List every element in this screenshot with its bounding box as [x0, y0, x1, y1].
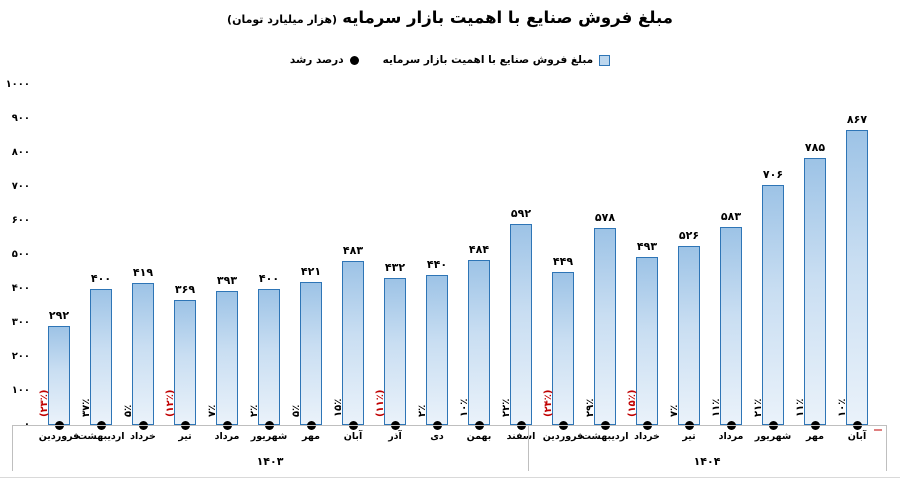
y-tick-label: ۵۰۰	[11, 249, 30, 260]
month-label: تیر	[178, 431, 192, 442]
group-separator-right	[886, 425, 887, 471]
growth-percent-label: ۱۱٪	[795, 398, 806, 417]
group-separator-left	[12, 425, 13, 471]
legend-sales-label: مبلغ فروش صنایع با اهمیت بازار سرمایه	[382, 54, 594, 66]
bar-value-label: ۵۹۲	[510, 207, 532, 220]
bar-value-label: ۴۰۰	[258, 272, 280, 285]
legend-growth-label: درصد رشد	[289, 54, 344, 66]
growth-percent-label: ۷٪	[207, 404, 218, 417]
chart-title-text: مبلغ فروش صنایع با اهمیت بازار سرمایه	[342, 8, 673, 27]
bar-value-label: ۴۲۱	[300, 265, 322, 278]
month-label: اردیبهشت	[581, 431, 629, 442]
month-label: آبان	[343, 431, 363, 442]
growth-percent-label: ۱۰٪	[459, 398, 470, 417]
growth-percent-label: ۷٪	[669, 404, 680, 417]
legend-item-growth: درصد رشد	[290, 54, 359, 66]
chart-bottom-border	[0, 477, 900, 478]
growth-percent-label: (۱۱٪)	[375, 389, 386, 417]
y-tick-label: ۸۰۰	[11, 147, 30, 158]
month-label: اردیبهشت	[77, 431, 125, 442]
bar-value-label: ۸۶۷	[846, 113, 868, 126]
growth-percent-label: ۲۱٪	[753, 398, 764, 417]
bar-value-label: ۳۹۳	[216, 274, 238, 287]
bar-value-label: ۳۶۹	[174, 283, 196, 296]
y-tick-label: ۶۰۰	[11, 215, 30, 226]
y-tick-label: ۱۰۰	[11, 385, 30, 396]
growth-percent-label: (۲۴٪)	[543, 389, 554, 417]
growth-percent-label: ۵٪	[291, 404, 302, 417]
bar-value-label: ۴۳۲	[384, 261, 406, 274]
bar-value-label: ۴۸۴	[468, 243, 490, 256]
growth-percent-label: ۱۵٪	[333, 398, 344, 417]
growth-percent-label: (۱۲٪)	[165, 389, 176, 417]
month-label: فروردین	[38, 431, 80, 442]
y-tick-label: ۴۰۰	[11, 283, 30, 294]
growth-percent-label: ۵٪	[123, 404, 134, 417]
black-dot-icon	[349, 55, 359, 65]
month-label: دی	[430, 431, 444, 442]
group-separator-middle	[528, 425, 529, 471]
growth-percent-label: ۲٪	[249, 404, 260, 417]
legend: درصد رشد مبلغ فروش صنایع با اهمیت بازار …	[0, 54, 900, 66]
growth-percent-label: ۱۱٪	[711, 398, 722, 417]
x-axis-line	[12, 425, 886, 426]
bar-value-label: ۴۰۰	[90, 272, 112, 285]
month-label: شهریور	[754, 431, 792, 442]
bar-value-label: ۵۸۳	[720, 210, 742, 223]
y-tick-label: ۷۰۰	[11, 181, 30, 192]
month-label: مهر	[301, 431, 321, 442]
bar-value-label: ۴۸۳	[342, 244, 364, 257]
bar-swatch-icon	[599, 54, 611, 66]
month-label: مهر	[805, 431, 825, 442]
year-label-1403: ۱۴۰۳	[256, 455, 284, 468]
month-label: خرداد	[634, 431, 660, 442]
bar-value-label: ۵۷۸	[594, 211, 616, 224]
bar-value-label: ۷۰۶	[762, 168, 784, 181]
y-tick-label: ۲۰۰	[11, 351, 30, 362]
year-label-1404: ۱۴۰۴	[693, 455, 721, 468]
chart-title: مبلغ فروش صنایع با اهمیت بازار سرمایه (ه…	[0, 8, 900, 27]
month-label: شهریور	[250, 431, 288, 442]
growth-percent-label: ۲۲٪	[501, 398, 512, 417]
bar-value-label: ۴۴۰	[426, 258, 448, 271]
month-label: اسفند	[506, 431, 536, 442]
growth-percent-label: (۱۵٪)	[627, 389, 638, 417]
bar-value-label: ۲۹۲	[48, 309, 70, 322]
bar-value-label: ۵۲۶	[678, 229, 700, 242]
month-label: بهمن	[466, 431, 492, 442]
y-tick-label: ۳۰۰	[11, 317, 30, 328]
growth-percent-label: ۳۷٪	[81, 398, 92, 417]
month-label: تیر	[682, 431, 696, 442]
growth-percent-label: ۱۰٪	[837, 398, 848, 417]
bar-value-label: ۴۹۳	[636, 240, 658, 253]
growth-percent-label: (۲۳٪)	[39, 389, 50, 417]
month-label: فروردین	[542, 431, 584, 442]
month-label: مرداد	[718, 431, 744, 442]
growth-percent-label: ۲۹٪	[585, 398, 596, 417]
secondary-axis-red-mark	[874, 429, 882, 431]
growth-percent-label: ۲٪	[417, 404, 428, 417]
month-label: آبان	[847, 431, 867, 442]
y-tick-label: ۱۰۰۰	[5, 79, 30, 90]
legend-item-sales: مبلغ فروش صنایع با اهمیت بازار سرمایه	[382, 54, 611, 66]
bar-value-label: ۷۸۵	[804, 141, 826, 154]
y-tick-label: ۰	[0, 419, 30, 431]
month-label: مرداد	[214, 431, 240, 442]
bar-value-label: ۴۴۹	[552, 255, 574, 268]
month-label: آذر	[388, 431, 402, 442]
month-label: خرداد	[130, 431, 156, 442]
bar-value-label: ۴۱۹	[132, 266, 154, 279]
chart-title-unit: (هزار میلیارد تومان)	[227, 13, 338, 26]
y-tick-label: ۹۰۰	[11, 113, 30, 124]
